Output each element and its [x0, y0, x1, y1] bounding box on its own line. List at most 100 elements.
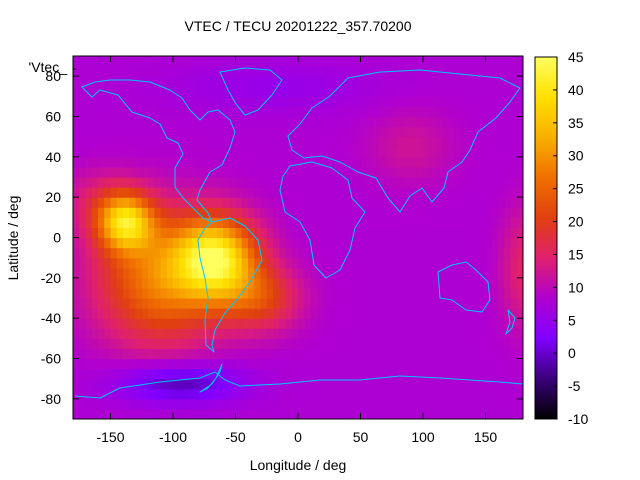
heatmap-cell: [229, 136, 237, 148]
heatmap-cell: [329, 217, 337, 229]
heatmap-cell: [429, 378, 437, 390]
heatmap-cell: [335, 76, 343, 87]
heatmap-cell: [416, 227, 424, 239]
heatmap-cell: [129, 348, 137, 360]
heatmap-cell: [298, 277, 305, 289]
heatmap-cell: [104, 277, 112, 289]
heatmap-cell: [185, 207, 193, 218]
heatmap-cell: [154, 348, 162, 360]
heatmap-cell: [260, 227, 268, 239]
heatmap-cell: [91, 257, 99, 269]
heatmap-cell: [510, 257, 518, 269]
heatmap-cell: [73, 318, 80, 329]
heatmap-cell: [373, 408, 380, 419]
heatmap-cell: [254, 247, 262, 259]
heatmap-cell: [229, 388, 237, 400]
heatmap-cell: [385, 277, 393, 289]
heatmap-cell: [404, 56, 412, 67]
heatmap-cell: [110, 408, 118, 419]
heatmap-cell: [79, 358, 87, 370]
heatmap-cell: [504, 187, 512, 198]
heatmap-cell: [154, 318, 162, 329]
heatmap-cell: [248, 237, 255, 249]
heatmap-cell: [385, 298, 393, 309]
heatmap-cell: [310, 187, 318, 198]
coastline-antarctic-peninsula: [199, 363, 223, 393]
heatmap-cell: [185, 237, 193, 249]
heatmap-cell: [341, 378, 349, 390]
colorbar-tick-label: 35: [568, 115, 584, 131]
heatmap-cell: [141, 298, 149, 309]
heatmap-cell: [460, 177, 468, 188]
heatmap-cell: [460, 358, 468, 370]
heatmap-cell: [285, 96, 293, 108]
heatmap-cell: [129, 398, 137, 410]
heatmap-cell: [204, 338, 212, 350]
heatmap-cell: [198, 388, 205, 400]
heatmap-cell: [460, 66, 468, 77]
heatmap-cell: [110, 368, 118, 380]
heatmap-cell: [360, 328, 368, 339]
heatmap-cell: [466, 338, 474, 350]
heatmap-cell: [335, 187, 343, 198]
heatmap-cell: [366, 287, 374, 299]
heatmap-cell: [298, 86, 305, 97]
heatmap-cell: [129, 328, 137, 339]
heatmap-cell: [448, 368, 455, 380]
heatmap-cell: [154, 187, 162, 198]
heatmap-cell: [385, 166, 393, 178]
heatmap-cell: [410, 348, 418, 360]
heatmap-cell: [198, 398, 205, 410]
heatmap-cell: [110, 56, 118, 67]
heatmap-cell: [235, 277, 243, 289]
heatmap-cell: [241, 217, 249, 229]
heatmap-cell: [416, 187, 424, 198]
heatmap-cell: [210, 318, 218, 329]
heatmap-cell: [491, 136, 499, 148]
heatmap-cell: [354, 56, 362, 67]
heatmap-cell: [110, 308, 118, 319]
heatmap-cell: [348, 136, 355, 148]
heatmap-cell: [235, 388, 243, 400]
heatmap-cell: [329, 388, 337, 400]
heatmap-cell: [173, 187, 180, 198]
heatmap-cell: [366, 56, 374, 67]
heatmap-cell: [191, 378, 199, 390]
heatmap-cell: [485, 76, 493, 87]
heatmap-cell: [116, 136, 124, 148]
heatmap-cell: [254, 267, 262, 279]
heatmap-cell: [291, 197, 299, 208]
heatmap-cell: [148, 378, 155, 390]
heatmap-cell: [429, 207, 437, 218]
heatmap-cell: [316, 227, 324, 239]
heatmap-cell: [254, 136, 262, 148]
heatmap-cell: [185, 126, 193, 138]
y-tick-label: -60: [41, 351, 61, 367]
heatmap-cell: [129, 298, 137, 309]
heatmap-cell: [423, 338, 430, 350]
heatmap-cell: [116, 358, 124, 370]
heatmap-cell: [473, 398, 480, 410]
heatmap-cell: [373, 368, 380, 380]
heatmap-cell: [298, 338, 305, 350]
heatmap-cell: [91, 328, 99, 339]
heatmap-cell: [516, 267, 523, 279]
heatmap-cell: [379, 156, 387, 168]
heatmap-cell: [504, 358, 512, 370]
heatmap-cell: [129, 257, 137, 269]
heatmap-cell: [279, 298, 287, 309]
heatmap-cell: [373, 328, 380, 339]
heatmap-cell: [160, 166, 168, 178]
heatmap-cell: [154, 338, 162, 350]
heatmap-cell: [323, 227, 330, 239]
heatmap-cell: [316, 217, 324, 229]
heatmap-cell: [373, 197, 380, 208]
heatmap-cell: [216, 96, 224, 108]
x-axis-label: Longitude / deg: [250, 457, 347, 473]
heatmap-cell: [479, 277, 487, 289]
heatmap-cell: [154, 277, 162, 289]
heatmap-cell: [291, 378, 299, 390]
heatmap-cell: [260, 126, 268, 138]
heatmap-cell: [266, 237, 274, 249]
heatmap-cell: [216, 348, 224, 360]
